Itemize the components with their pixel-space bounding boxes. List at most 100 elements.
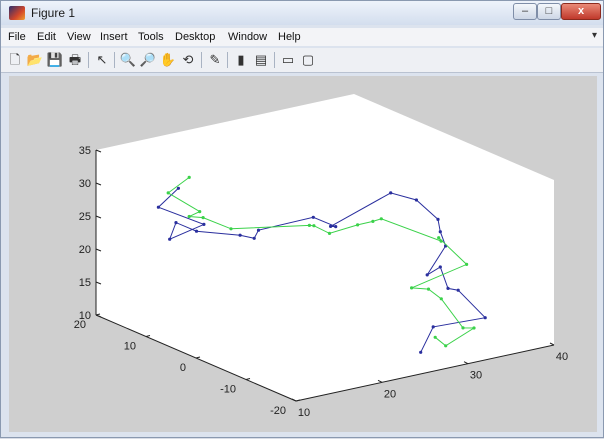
z-tick-mark bbox=[95, 149, 102, 153]
menu-file[interactable]: File bbox=[8, 31, 26, 43]
data-point bbox=[327, 231, 332, 235]
matlab-logo-icon bbox=[9, 6, 25, 20]
y-tick-label: -20 bbox=[270, 405, 286, 417]
z-tick-mark bbox=[95, 215, 102, 219]
insert-colorbar-icon[interactable]: ▮ bbox=[237, 52, 245, 67]
z-tick-mark bbox=[95, 281, 102, 285]
pan-hand-icon[interactable]: ✋ bbox=[159, 52, 177, 67]
menu-help[interactable]: Help bbox=[278, 31, 301, 43]
x-tick-label: 30 bbox=[470, 370, 482, 382]
data-point bbox=[356, 223, 360, 227]
data-point bbox=[329, 224, 333, 228]
data-point bbox=[307, 223, 311, 227]
show-plot-tools-icon[interactable]: ▢ bbox=[301, 52, 315, 67]
data-point bbox=[198, 210, 202, 214]
zoom-in-icon[interactable]: 🔍 bbox=[119, 52, 137, 67]
z-tick-label: 10 bbox=[79, 310, 91, 322]
y-tick-label: -10 bbox=[220, 384, 236, 396]
edit-plot-arrow-icon[interactable]: ↖ bbox=[96, 52, 108, 67]
data-point bbox=[431, 325, 435, 329]
data-point bbox=[334, 225, 338, 229]
toolbar-separator bbox=[201, 52, 202, 68]
x-tick-mark bbox=[549, 342, 555, 346]
data-point bbox=[426, 287, 431, 291]
toolbar-separator bbox=[88, 52, 89, 68]
data-point bbox=[472, 326, 476, 330]
data-point bbox=[444, 344, 448, 348]
new-figure-icon[interactable]: 🗋 bbox=[9, 52, 21, 67]
data-point bbox=[439, 239, 443, 243]
menu-bar: File Edit View Insert Tools Desktop Wind… bbox=[1, 28, 603, 46]
data-point bbox=[312, 224, 316, 228]
window-title: Figure 1 bbox=[31, 6, 76, 20]
zoom-out-icon[interactable]: 🔎 bbox=[139, 52, 157, 67]
x-tick-label: 20 bbox=[384, 388, 396, 400]
y-tick-label: 0 bbox=[180, 362, 186, 374]
data-point bbox=[436, 217, 440, 221]
menu-overflow-icon[interactable]: ▾ bbox=[592, 30, 598, 41]
y-tick-mark bbox=[145, 335, 151, 337]
series-line-1 bbox=[157, 187, 487, 353]
save-icon[interactable]: 💾 bbox=[46, 52, 64, 67]
data-point bbox=[174, 221, 178, 225]
data-point bbox=[437, 236, 441, 240]
title-bar[interactable]: Figure 1 – □ x bbox=[1, 1, 603, 25]
data-point bbox=[156, 205, 160, 209]
x-tick-mark bbox=[377, 379, 383, 383]
menu-window[interactable]: Window bbox=[228, 31, 268, 43]
data-point bbox=[456, 288, 460, 292]
y-tick-mark bbox=[295, 399, 301, 402]
y-tick-mark bbox=[245, 378, 251, 380]
print-icon[interactable]: 🖶 bbox=[68, 52, 82, 67]
data-point bbox=[238, 233, 242, 237]
figure-toolbar: 🗋 📂 💾 🖶 ↖ 🔍 🔎 ✋ ⟲ ✎ ▮ ▤ ▭ ▢ bbox=[1, 48, 603, 73]
toolbar-separator bbox=[274, 52, 275, 68]
data-point bbox=[256, 228, 261, 232]
y-tick-label: 10 bbox=[124, 341, 136, 353]
data-cursor-icon[interactable]: ✎ bbox=[209, 52, 221, 67]
data-point bbox=[438, 230, 442, 234]
hide-plot-tools-icon[interactable]: ▭ bbox=[281, 52, 295, 67]
menu-view[interactable]: View bbox=[67, 31, 91, 43]
x-axis-line bbox=[295, 344, 555, 402]
data-point bbox=[433, 335, 437, 339]
data-point bbox=[461, 326, 465, 330]
data-point bbox=[252, 236, 256, 240]
maximize-button[interactable]: □ bbox=[537, 3, 561, 20]
data-point bbox=[176, 186, 180, 190]
z-tick-mark bbox=[95, 248, 102, 252]
data-point bbox=[379, 217, 383, 221]
rotate-3d-icon[interactable]: ⟲ bbox=[182, 52, 194, 67]
data-point bbox=[419, 350, 423, 354]
toolbar-separator bbox=[227, 52, 228, 68]
menu-insert[interactable]: Insert bbox=[100, 31, 128, 43]
x-tick-mark bbox=[463, 361, 469, 365]
open-file-icon[interactable]: 📂 bbox=[26, 52, 44, 67]
data-point bbox=[187, 175, 191, 179]
menu-edit[interactable]: Edit bbox=[37, 31, 56, 43]
z-tick-label: 30 bbox=[79, 178, 91, 190]
z-tick-label: 25 bbox=[79, 211, 91, 223]
close-button[interactable]: x bbox=[561, 3, 601, 20]
data-point bbox=[414, 198, 418, 202]
data-point bbox=[389, 191, 393, 195]
axes-background bbox=[96, 94, 554, 401]
menu-tools[interactable]: Tools bbox=[138, 31, 164, 43]
minimize-button[interactable]: – bbox=[513, 3, 537, 20]
x-tick-label: 40 bbox=[556, 351, 568, 363]
data-point bbox=[229, 227, 233, 231]
insert-legend-icon[interactable]: ▤ bbox=[254, 52, 268, 67]
data-point bbox=[438, 265, 442, 269]
z-tick-mark bbox=[95, 314, 102, 318]
y-tick-label: 20 bbox=[74, 319, 86, 331]
menu-desktop[interactable]: Desktop bbox=[175, 31, 216, 43]
data-point bbox=[202, 222, 206, 226]
data-point bbox=[483, 316, 487, 320]
data-point bbox=[439, 297, 443, 301]
y-tick-mark bbox=[195, 356, 201, 359]
data-point bbox=[168, 237, 172, 241]
toolbar-separator bbox=[114, 52, 115, 68]
data-point bbox=[187, 214, 191, 219]
